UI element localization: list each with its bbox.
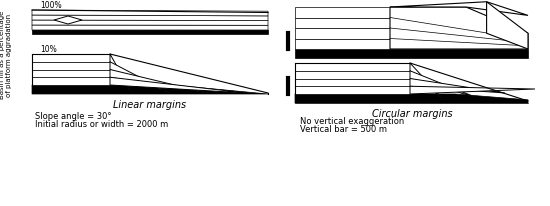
- Polygon shape: [410, 87, 535, 95]
- Text: Circular margins: Circular margins: [372, 109, 452, 118]
- Polygon shape: [295, 8, 390, 18]
- Polygon shape: [54, 17, 82, 25]
- Polygon shape: [32, 78, 110, 85]
- Polygon shape: [295, 64, 410, 71]
- Polygon shape: [295, 29, 390, 39]
- Text: Initial radius or width = 2000 m: Initial radius or width = 2000 m: [35, 119, 168, 128]
- Polygon shape: [295, 87, 410, 95]
- Polygon shape: [295, 79, 410, 87]
- Polygon shape: [295, 95, 528, 103]
- Polygon shape: [32, 31, 268, 35]
- Polygon shape: [295, 18, 390, 29]
- Polygon shape: [32, 11, 268, 17]
- Polygon shape: [390, 3, 528, 16]
- Polygon shape: [110, 78, 246, 94]
- Polygon shape: [295, 71, 410, 79]
- Text: Slope angle = 30°: Slope angle = 30°: [35, 111, 112, 121]
- Text: Vertical bar = 500 m: Vertical bar = 500 m: [300, 124, 387, 133]
- Polygon shape: [487, 3, 528, 50]
- Text: No vertical exaggeration: No vertical exaggeration: [300, 116, 404, 125]
- Polygon shape: [32, 62, 110, 70]
- Polygon shape: [32, 85, 268, 95]
- Polygon shape: [295, 39, 390, 50]
- Polygon shape: [390, 8, 528, 50]
- Polygon shape: [410, 64, 445, 102]
- Polygon shape: [32, 16, 268, 21]
- Text: Linear margins: Linear margins: [113, 99, 186, 109]
- Polygon shape: [32, 70, 110, 78]
- Polygon shape: [32, 26, 268, 31]
- Polygon shape: [32, 55, 110, 62]
- Polygon shape: [32, 21, 268, 26]
- Polygon shape: [410, 79, 505, 94]
- Text: 10%: 10%: [40, 45, 57, 54]
- Polygon shape: [410, 71, 475, 97]
- Polygon shape: [295, 50, 528, 59]
- Polygon shape: [110, 55, 132, 94]
- Polygon shape: [110, 70, 208, 94]
- Text: Basin fill as a percentage
of platform aggradation: Basin fill as a percentage of platform a…: [0, 11, 13, 99]
- Text: 100%: 100%: [40, 1, 62, 10]
- Polygon shape: [110, 62, 170, 94]
